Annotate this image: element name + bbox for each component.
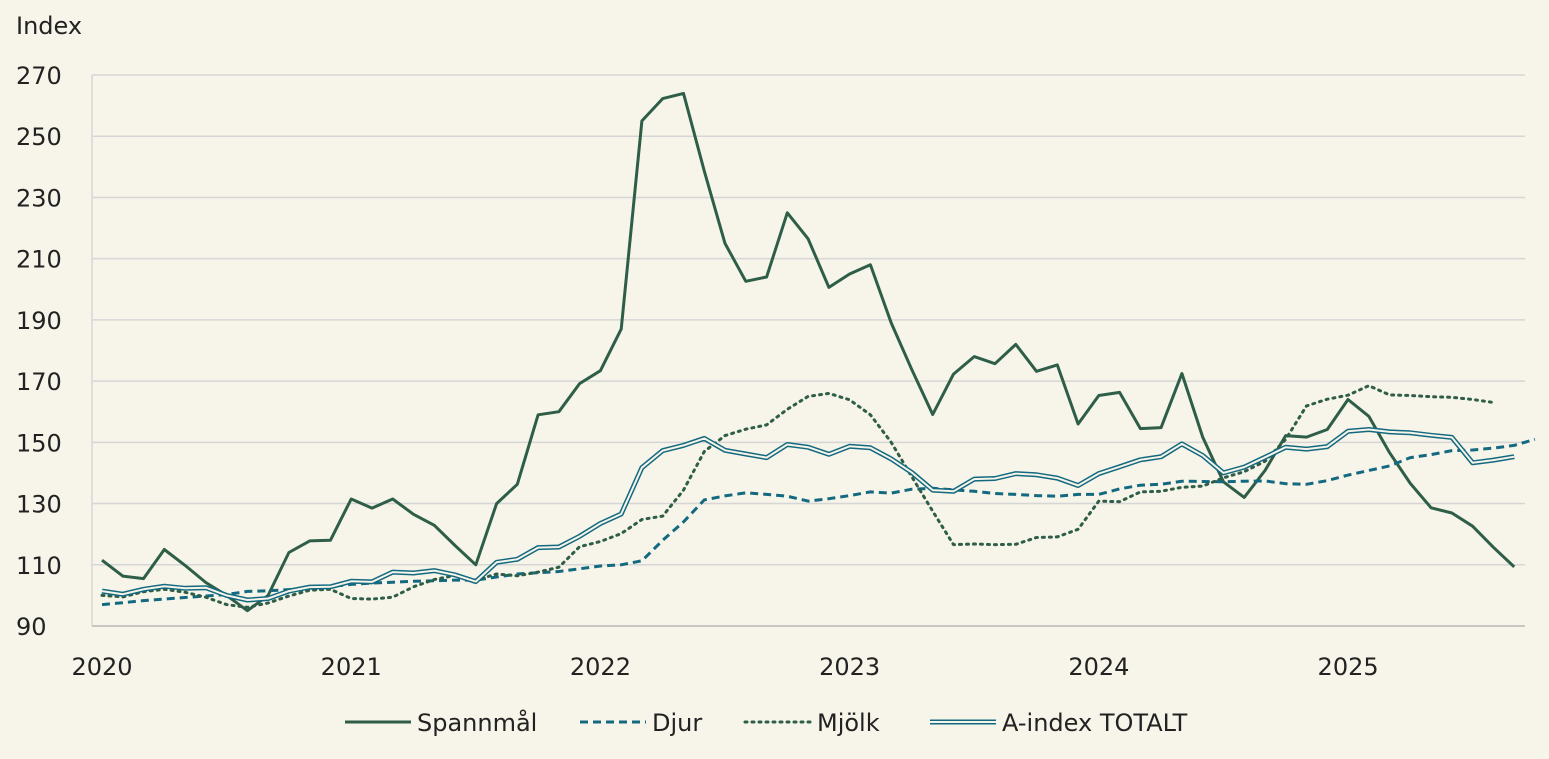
y-axis-ticks: 90 110 130 150 170 190 210 230 250 270 bbox=[16, 62, 62, 641]
x-tick-label: 2023 bbox=[819, 653, 880, 681]
legend-label: Mjölk bbox=[817, 709, 880, 737]
gridlines bbox=[91, 74, 1525, 627]
y-tick-label: 130 bbox=[16, 491, 62, 519]
x-tick-label: 2022 bbox=[570, 653, 631, 681]
series-line bbox=[101, 91, 1516, 613]
series-mj-lk bbox=[100, 384, 1495, 609]
x-axis-ticks: 2020 2021 2022 2023 2024 2025 bbox=[71, 653, 1378, 681]
y-tick-label: 110 bbox=[16, 552, 62, 580]
legend-label: A-index TOTALT bbox=[1002, 709, 1188, 737]
series-djur bbox=[101, 437, 1536, 607]
x-tick-label: 2025 bbox=[1318, 653, 1379, 681]
y-tick-label: 90 bbox=[16, 613, 47, 641]
legend-item: Mjölk bbox=[743, 709, 880, 737]
legend-item: A-index TOTALT bbox=[930, 709, 1188, 737]
y-tick-label: 270 bbox=[16, 62, 62, 90]
legend-label: Djur bbox=[652, 709, 702, 737]
y-tick-label: 170 bbox=[16, 368, 62, 396]
x-tick-label: 2024 bbox=[1068, 653, 1129, 681]
x-tick-label: 2021 bbox=[321, 653, 382, 681]
series-line bbox=[100, 384, 1495, 609]
legend-item: Spannmål bbox=[345, 708, 537, 737]
series-a-index-totalt bbox=[101, 427, 1515, 603]
series-line-inner bbox=[101, 428, 1515, 601]
series-spannm-l bbox=[101, 91, 1516, 613]
legend: Spannmål Djur Mjölk A-index TOTALT bbox=[345, 708, 1188, 737]
y-tick-label: 250 bbox=[16, 123, 62, 151]
series-lines bbox=[100, 91, 1536, 613]
y-tick-label: 150 bbox=[16, 429, 62, 457]
y-tick-label: 190 bbox=[16, 307, 62, 335]
series-line bbox=[101, 427, 1515, 603]
y-tick-label: 230 bbox=[16, 184, 62, 212]
series-line bbox=[101, 437, 1536, 607]
y-tick-label: 210 bbox=[16, 246, 62, 274]
legend-label: Spannmål bbox=[417, 708, 537, 737]
legend-item: Djur bbox=[580, 709, 702, 737]
y-axis-label: Index bbox=[16, 12, 82, 40]
x-tick-label: 2020 bbox=[71, 653, 132, 681]
